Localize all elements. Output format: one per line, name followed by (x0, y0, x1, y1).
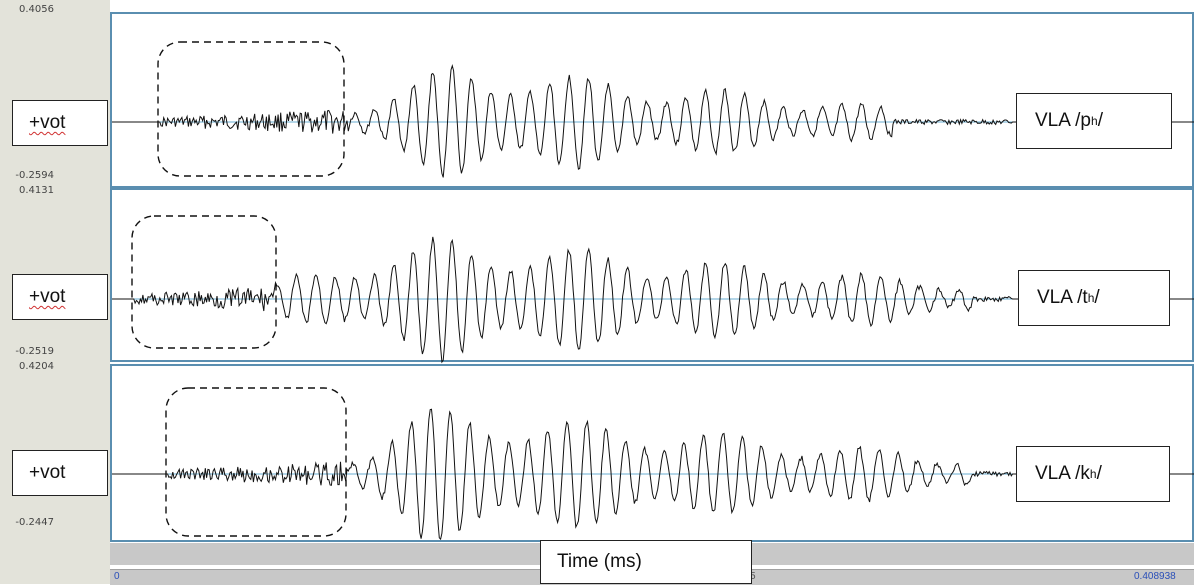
panel-1-y-max: 0.4056 (19, 4, 54, 15)
panel-3-y-max: 0.4204 (19, 361, 54, 372)
waveform-trace (112, 236, 1194, 364)
waveform-p (112, 41, 1194, 178)
vot-region-bracket (131, 215, 277, 349)
waveform-t (112, 215, 1194, 364)
panel-3-y-min: -0.2447 (15, 517, 54, 528)
panel-2-y-min: -0.2519 (15, 346, 54, 357)
vla-label-t: VLA / t h / (1018, 270, 1170, 326)
waveform-trace (112, 64, 1194, 178)
vla-label-k: VLA / k h / (1016, 446, 1170, 502)
vot-label-t: +vot (12, 274, 108, 320)
vot-label-k: +vot (12, 450, 108, 496)
time-mid-fragment: 5 (750, 571, 756, 582)
panel-1-y-min: -0.2594 (15, 170, 54, 181)
vla-label-p: VLA / p h / (1016, 93, 1172, 149)
vot-label-p: +vot (12, 100, 108, 146)
waveform-panel-t[interactable] (110, 188, 1194, 364)
time-start-label: 0 (114, 571, 120, 582)
waveform-k (112, 387, 1194, 541)
time-axis-title: Time (ms) (540, 540, 752, 584)
panel-2-y-max: 0.4131 (19, 185, 54, 196)
waveform-trace (112, 408, 1194, 541)
waveform-panel-k[interactable] (110, 364, 1194, 542)
vot-region-bracket (165, 387, 347, 537)
waveform-panel-p[interactable] (110, 12, 1194, 188)
vot-region-bracket (157, 41, 345, 177)
time-end-label: 0.408938 (1134, 571, 1176, 582)
